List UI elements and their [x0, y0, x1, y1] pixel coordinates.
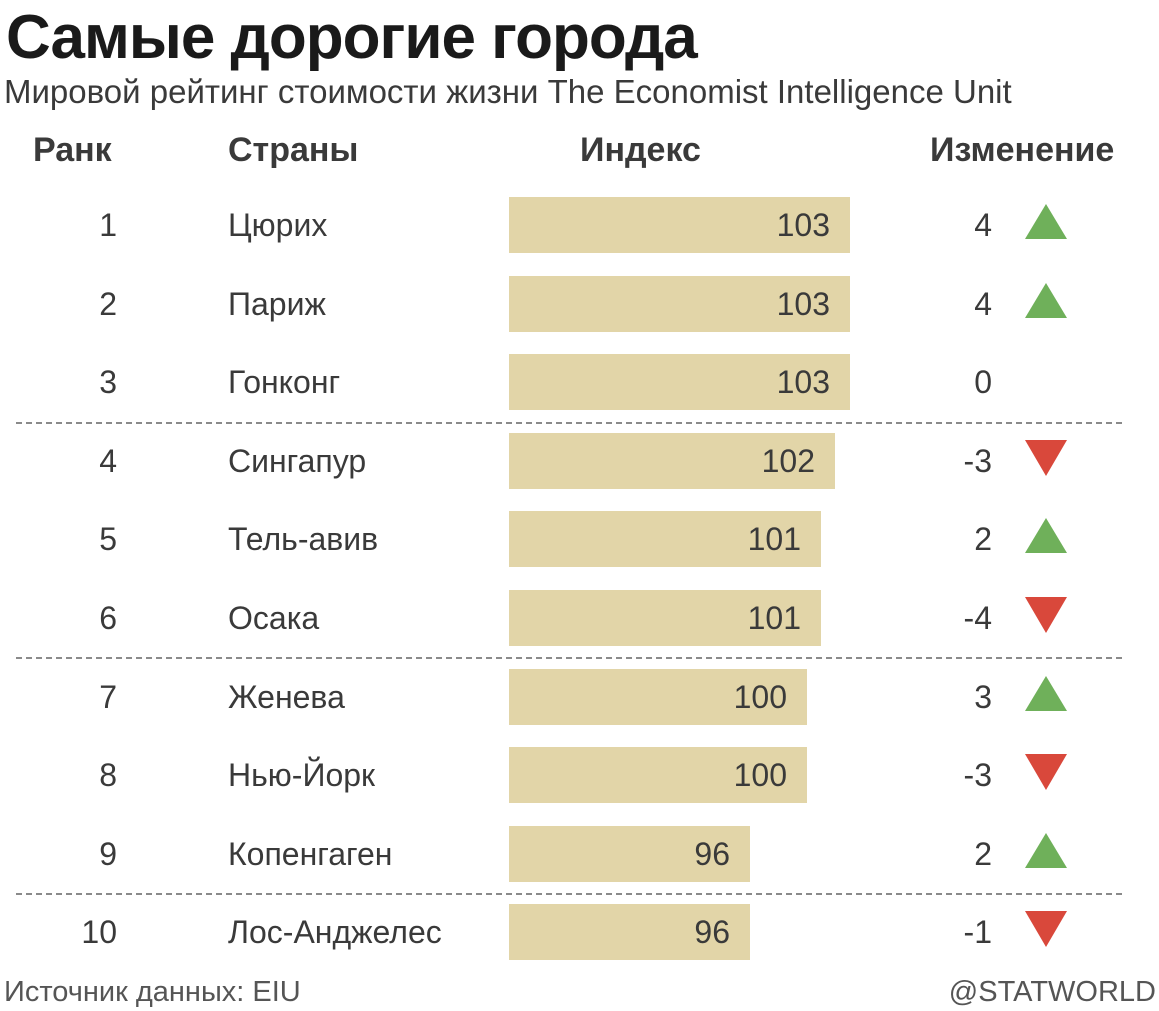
index-value: 100	[733, 757, 787, 794]
city-name: Тель-авив	[228, 521, 379, 558]
chart-subtitle: Мировой рейтинг стоимости жизни The Econ…	[4, 73, 1012, 110]
index-bar: 100	[509, 668, 807, 725]
rank-value: 6	[99, 600, 117, 636]
change-value: 3	[974, 678, 992, 715]
triangle-down-icon	[1025, 754, 1067, 791]
city-name: Осака	[228, 600, 320, 636]
rank-value: 10	[81, 914, 117, 951]
index-bar: 100	[509, 747, 807, 804]
triangle-shape	[1025, 675, 1067, 711]
rank-value: 2	[99, 285, 117, 322]
table-row: 8 Нью-Йорк 100 -3	[0, 747, 1159, 804]
index-value: 101	[747, 600, 801, 636]
change-value: -3	[963, 757, 992, 794]
index-bar: 103	[509, 197, 850, 253]
triangle-up-icon	[1025, 675, 1067, 711]
triangle-up-icon	[1025, 832, 1067, 868]
triangle-down-icon	[1025, 911, 1067, 948]
index-bar: 96	[509, 825, 750, 882]
rank-value: 1	[99, 207, 117, 243]
rank-value: 7	[99, 678, 117, 715]
city-name: Сингапур	[228, 442, 367, 479]
city-name: Копенгаген	[228, 835, 393, 872]
rank-value: 4	[99, 442, 117, 479]
change-value: 0	[974, 364, 992, 401]
index-value: 96	[694, 914, 730, 951]
index-value: 100	[733, 678, 787, 715]
rank-value: 5	[99, 521, 117, 558]
change-value: 4	[974, 285, 992, 322]
table-row: 2 Париж 103 4	[0, 275, 1159, 332]
city-name: Женева	[228, 678, 345, 715]
change-value: -4	[963, 600, 992, 636]
index-bar: 103	[509, 275, 850, 332]
triangle-up-icon	[1025, 518, 1067, 554]
source-note: Источник данных: EIU	[4, 976, 301, 1008]
table-row: 7 Женева 100 3	[0, 668, 1159, 725]
table-row: 3 Гонконг 103 0	[0, 354, 1159, 411]
change-value: 2	[974, 521, 992, 558]
change-value: -3	[963, 442, 992, 479]
group-separator	[16, 422, 1122, 424]
index-bar: 96	[509, 904, 750, 961]
table-row: 1 Цюрих 103 4	[0, 197, 1159, 253]
table-row: 6 Осака 101 -4	[0, 590, 1159, 646]
table-row: 4 Сингапур 102 -3	[0, 432, 1159, 489]
index-bar: 101	[509, 590, 821, 646]
city-name: Париж	[228, 285, 326, 322]
change-value: -1	[963, 914, 992, 951]
triangle-down-icon	[1025, 597, 1067, 633]
triangle-shape	[1025, 439, 1067, 476]
table-row: 5 Тель-авив 101 2	[0, 511, 1159, 568]
header-country: Страны	[228, 131, 359, 169]
triangle-shape	[1025, 832, 1067, 868]
change-value: 4	[974, 207, 992, 243]
rank-value: 3	[99, 364, 117, 401]
chart-title: Самые дорогие города	[6, 3, 698, 72]
triangle-shape	[1025, 282, 1067, 318]
city-name: Гонконг	[228, 364, 341, 401]
index-value: 103	[776, 207, 830, 243]
triangle-up-icon	[1025, 282, 1067, 318]
city-name: Цюрих	[228, 207, 328, 243]
index-bar: 101	[509, 511, 821, 568]
index-value: 103	[776, 364, 830, 401]
change-value: 2	[974, 835, 992, 872]
triangle-shape	[1025, 911, 1067, 948]
index-bar: 103	[509, 354, 850, 411]
triangle-shape	[1025, 204, 1067, 239]
triangle-shape	[1025, 754, 1067, 791]
table-row: 9 Копенгаген 96 2	[0, 825, 1159, 882]
header-rank: Ранк	[33, 131, 112, 169]
group-separator	[16, 893, 1122, 895]
index-value: 96	[694, 835, 730, 872]
index-value: 103	[776, 285, 830, 322]
rank-value: 8	[99, 757, 117, 794]
header-change: Изменение	[930, 131, 1115, 169]
credit-note: @STATWORLD	[948, 976, 1156, 1008]
group-separator	[16, 657, 1122, 659]
triangle-down-icon	[1025, 439, 1067, 476]
index-value: 102	[761, 442, 815, 479]
triangle-up-icon	[1025, 204, 1067, 239]
table-row: 10 Лос-Анджелес 96 -1	[0, 904, 1159, 961]
city-name: Нью-Йорк	[228, 757, 376, 794]
index-bar: 102	[509, 432, 835, 489]
city-name: Лос-Анджелес	[228, 914, 442, 951]
header-index: Индекс	[580, 131, 701, 169]
triangle-shape	[1025, 518, 1067, 554]
triangle-shape	[1025, 597, 1067, 633]
rank-value: 9	[99, 835, 117, 872]
index-value: 101	[747, 521, 801, 558]
